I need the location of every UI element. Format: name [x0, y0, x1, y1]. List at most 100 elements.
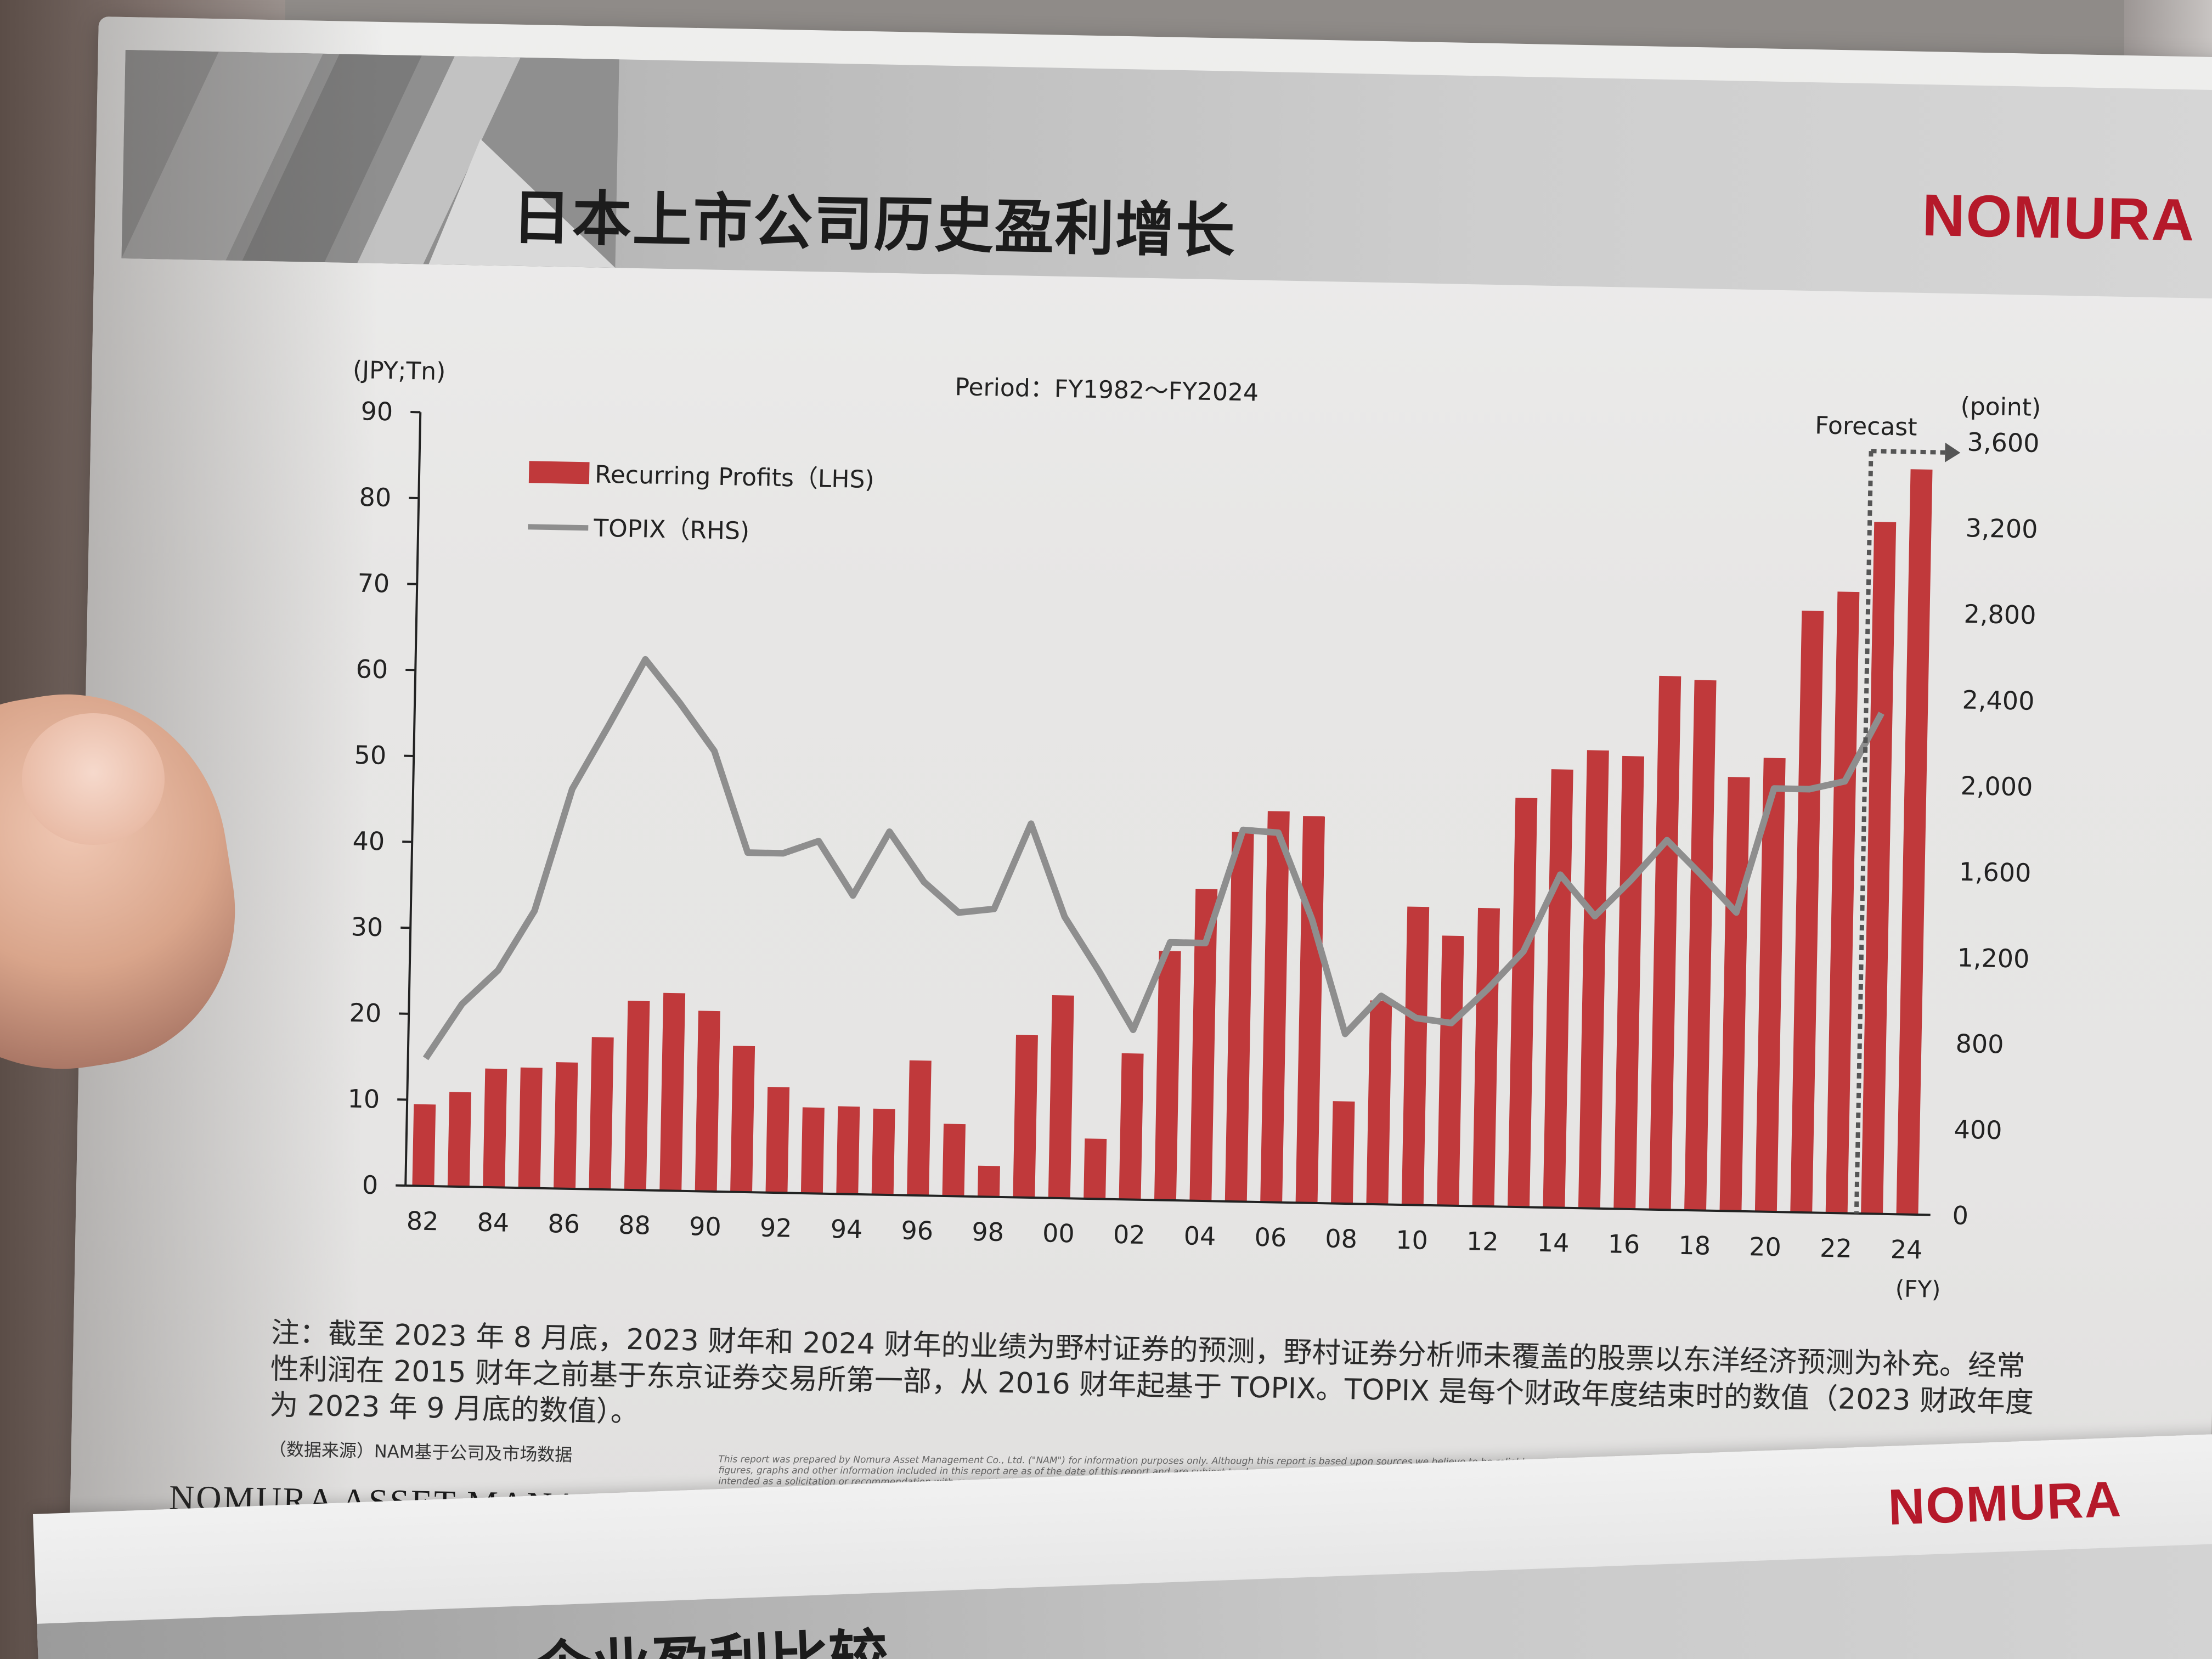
x-tick-label: 18 [1678, 1231, 1711, 1261]
x-tick-label: 00 [1042, 1218, 1075, 1248]
legend-bar-swatch [528, 461, 590, 484]
profit-bar [412, 1104, 436, 1187]
right-tick-label: 2,400 [1962, 685, 2035, 716]
x-tick-label: 90 [689, 1211, 722, 1242]
x-tick-label: 96 [901, 1215, 934, 1245]
profit-bar [1613, 755, 1645, 1210]
profit-bar [907, 1060, 932, 1196]
profit-bar [1825, 591, 1860, 1214]
profit-bar [800, 1107, 825, 1194]
x-ticks: 82 84 86 88 90 92 94 96 98 00 02 04 06 08 10 12 14 16 18 20… [406, 1206, 1923, 1265]
x-tick-label: 24 [1890, 1234, 1923, 1265]
profit-bar [836, 1106, 860, 1194]
profit-bar [1119, 1053, 1144, 1200]
left-axis-line [404, 412, 422, 1186]
profit-bar [1331, 1101, 1355, 1204]
period-label: Period：FY1982～FY2024 [955, 373, 1259, 407]
nomura-logo: NOMURA [1921, 181, 2196, 253]
report-page: 日本上市公司历史盈利增长 NOMURA 0 10 20 30 40 50 60 70 80 90 … [67, 16, 2212, 1659]
x-tick-label: 88 [618, 1210, 651, 1240]
profit-bar [1154, 951, 1181, 1201]
forecast-arrow-shaft [1871, 449, 1945, 455]
x-tick-label: 84 [477, 1207, 510, 1238]
profit-bar [1295, 816, 1325, 1204]
profit-bar [942, 1124, 966, 1197]
profit-bar [1013, 1035, 1038, 1198]
left-tick-label: 70 [357, 568, 390, 599]
right-tick-label: 1,200 [1957, 943, 2030, 974]
profit-bar [1084, 1138, 1107, 1199]
profit-bar [695, 1011, 720, 1192]
profit-bar [730, 1046, 755, 1193]
x-tick-label: 20 [1749, 1232, 1782, 1262]
right-tick-label: 3,600 [1967, 427, 2040, 459]
next-page-header-band [37, 1541, 2212, 1659]
profit-bar [1790, 611, 1824, 1213]
x-tick-label: 16 [1607, 1229, 1640, 1259]
left-axis-unit: (JPY;Tn) [353, 356, 446, 386]
x-tick-label: 14 [1537, 1228, 1570, 1258]
left-tick-label: 40 [352, 826, 385, 856]
x-tick-label: 92 [759, 1213, 792, 1243]
x-tick-label: 86 [548, 1209, 580, 1239]
right-tick-label: 3,200 [1965, 513, 2038, 544]
x-tick-label: 02 [1113, 1220, 1146, 1250]
left-tick-label: 30 [351, 912, 383, 942]
x-axis-line [405, 1184, 1931, 1216]
header-decoration [121, 49, 619, 268]
right-tick-label: 2,800 [1963, 599, 2036, 630]
profit-bar [1578, 750, 1609, 1209]
legend-bar-label: Recurring Profits（LHS) [595, 461, 874, 494]
left-tick-label: 10 [347, 1084, 380, 1114]
legend-line-label: TOPIX（RHS) [593, 514, 750, 545]
profit-bar [871, 1108, 895, 1195]
profit-bar [1437, 935, 1464, 1206]
right-axis-unit: (point) [1960, 392, 2041, 422]
right-ticks: 0 400 800 1,200 1,600 2,000 2,400 2,800 3,200 3,6… [1952, 427, 2040, 1231]
profit-bar [1896, 469, 1933, 1215]
profit-bar [518, 1067, 543, 1188]
x-tick-label: 22 [1820, 1233, 1853, 1263]
right-tick-label: 2,000 [1960, 771, 2033, 802]
left-tick-label: 90 [360, 396, 393, 426]
profit-bar [447, 1092, 472, 1187]
profit-bar [1861, 522, 1897, 1214]
page-title: 日本上市公司历史盈利增长 [511, 183, 1237, 266]
right-tick-label: 400 [1954, 1115, 2002, 1146]
bar-series [412, 469, 1933, 1215]
forecast-arrow-head [1945, 442, 1961, 462]
x-tick-label: 08 [1325, 1223, 1358, 1254]
forecast-marker [1854, 442, 1961, 1214]
profit-bar [1684, 680, 1717, 1211]
profit-bar [1754, 758, 1786, 1212]
profit-bar [1260, 811, 1290, 1203]
topix-line [422, 656, 1884, 1060]
profit-bar [1719, 777, 1750, 1211]
x-tick-label: 12 [1466, 1226, 1499, 1256]
data-source: （数据来源）NAM基于公司及市场数据 [268, 1438, 573, 1466]
profit-bar [1543, 769, 1573, 1208]
profit-bar [977, 1165, 1000, 1197]
legend-line-swatch [528, 524, 589, 531]
forecast-label: Forecast [1815, 411, 1917, 442]
x-tick-label: 10 [1396, 1225, 1429, 1255]
profit-bar [554, 1062, 578, 1189]
profit-bar [1649, 675, 1681, 1210]
profit-bar [1189, 888, 1218, 1201]
profit-bar [1366, 1000, 1392, 1205]
left-tick-label: 60 [356, 654, 388, 684]
x-tick-label: 98 [972, 1217, 1005, 1247]
footnote: 注：截至 2023 年 8 月底，2023 财年和 2024 财年的业绩为野村证… [269, 1316, 2034, 1429]
profit-bar [1472, 907, 1500, 1207]
profit-chart: 0 10 20 30 40 50 60 70 80 90 0 400 800 1,200 1,600 2,0… [278, 328, 2134, 1323]
left-tick-label: 50 [354, 740, 387, 770]
profit-bar [765, 1087, 790, 1193]
profit-bar [1224, 832, 1254, 1202]
right-tick-label: 800 [1955, 1029, 2004, 1059]
header-band [121, 49, 2212, 299]
right-tick-label: 1,600 [1959, 857, 2032, 888]
profit-bar [659, 992, 686, 1191]
profit-bar [624, 1001, 650, 1190]
